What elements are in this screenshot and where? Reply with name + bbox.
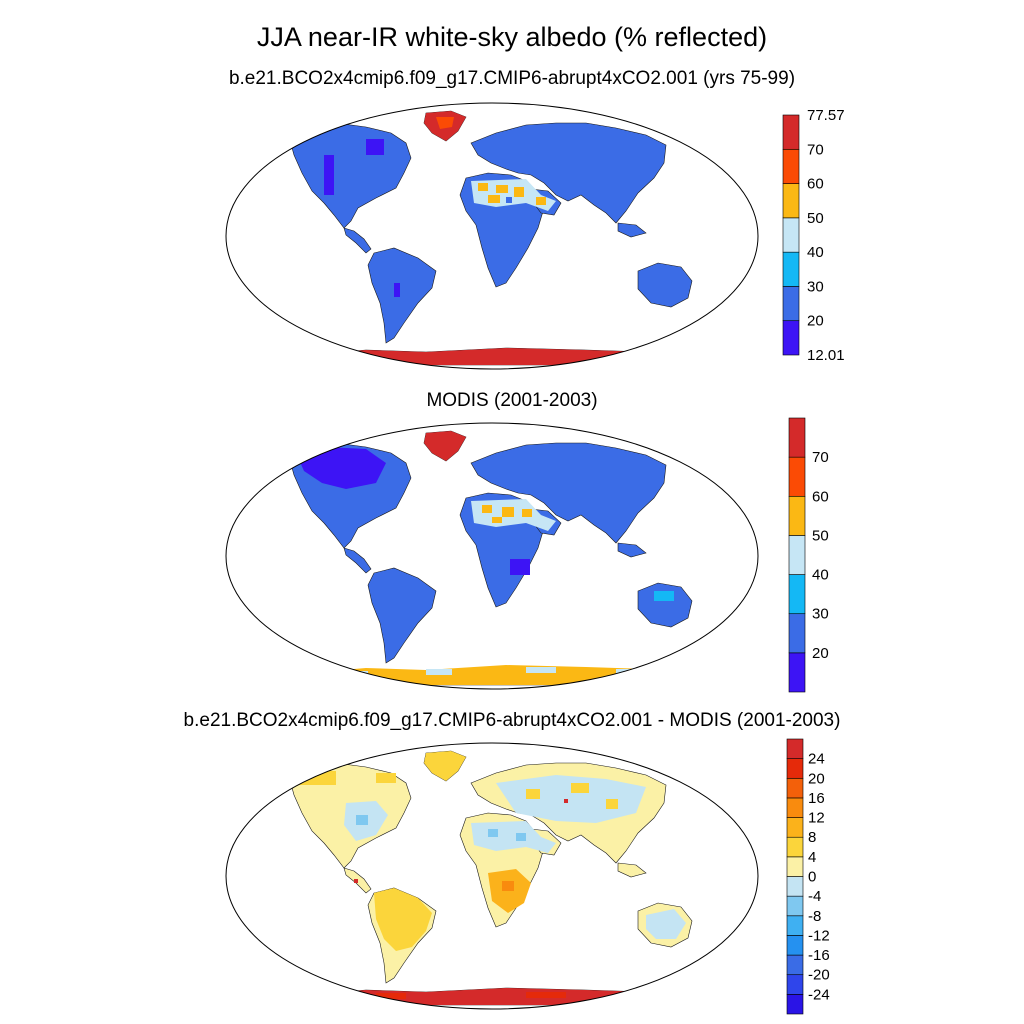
colorbar-1-label: 50 [807,210,824,227]
colorbar-1-label: 12.01 [807,347,845,364]
colorbar-2-swatch [788,535,806,575]
colorbar-2-label: 70 [812,449,829,466]
colorbar-3-label: -20 [808,967,830,984]
colorbar-3-label: 20 [808,770,825,787]
colorbar-3-swatch [786,817,804,838]
colorbar-panel-3: -24 -20 -16 -12 -8 -4 0 4 8 12 16 20 24 [786,738,830,1015]
map-panel-2 [225,422,759,690]
colorbar-1-label: 60 [807,176,824,193]
colorbar-1-swatch [782,148,800,184]
colorbar-2-swatch [788,456,806,497]
colorbar-3-swatch [786,876,804,897]
colorbar-1-swatch [782,286,800,322]
colorbar-2-swatch [788,652,806,693]
colorbar-3-swatch [786,836,804,858]
colorbar-3-swatch [786,777,804,799]
colorbar-2-swatch [788,613,806,654]
panel-2-subtitle: MODIS (2001-2003) [426,390,598,411]
colorbar-3-swatch [786,915,804,936]
panel-1-subtitle: b.e21.BCO2x4cmip6.f09_g17.CMIP6-abrupt4x… [228,68,796,89]
map-panel-2-data [287,430,702,686]
colorbar-3-label: 0 [808,869,816,886]
colorbar-3-label: -16 [808,947,830,964]
map-panel-3-data [287,750,702,1006]
colorbar-3-swatch [786,994,804,1015]
colorbar-3-label: 16 [808,790,825,807]
colorbar-3-swatch [786,738,804,759]
colorbar-3-label: -24 [808,986,830,1003]
colorbar-2-swatch [788,495,806,536]
colorbar-1-label: 77.57 [807,107,845,124]
colorbar-2-label: 50 [812,527,829,544]
colorbar-1-label: 30 [807,278,824,295]
figure-title: JJA near-IR white-sky albedo (% reflecte… [256,22,768,52]
colorbar-3-swatch [786,856,804,877]
colorbar-3-label: -4 [808,888,821,905]
map-panel-1-data [287,110,702,366]
colorbar-3-label: 24 [808,751,825,768]
colorbar-3-label: -12 [808,927,830,944]
colorbar-panel-1: 12.01 20 30 40 50 60 70 77.57 [782,107,845,364]
colorbar-2-swatch [788,574,806,615]
colorbar-3-swatch [786,935,804,956]
colorbar-2-label: 60 [812,488,829,505]
colorbar-1-label: 70 [807,141,824,158]
colorbar-3-label: 8 [808,829,816,846]
map-panel-2-border [225,422,759,690]
colorbar-1-swatch [782,320,800,356]
colorbar-3-swatch [786,797,804,818]
colorbar-3-swatch [786,758,804,779]
colorbar-3-swatch [786,954,804,976]
colorbar-2-label: 20 [812,645,829,662]
colorbar-2-swatch [788,417,806,458]
colorbar-3-label: 12 [808,810,825,827]
colorbar-1-label: 40 [807,244,824,261]
map-panel-1 [225,102,759,370]
colorbar-3-label: 4 [808,849,816,866]
map-panel-3 [225,742,759,1010]
colorbar-1-label: 20 [807,313,824,330]
colorbar-3-swatch [786,895,804,917]
panel-3-subtitle: b.e21.BCO2x4cmip6.f09_g17.CMIP6-abrupt4x… [183,710,841,731]
colorbar-1-swatch [782,183,800,219]
map-panel-1-border [225,102,759,370]
colorbar-3-label: -8 [808,908,821,925]
colorbar-1-swatch [782,251,800,287]
colorbar-panel-2: 20 30 40 50 60 70 [788,417,829,693]
colorbar-2-label: 40 [812,567,829,584]
map-panel-3-border [225,742,759,1010]
colorbar-3-swatch [786,974,804,995]
colorbar-1-swatch [782,217,800,253]
colorbar-1-swatch [782,114,800,150]
colorbar-2-label: 30 [812,606,829,623]
